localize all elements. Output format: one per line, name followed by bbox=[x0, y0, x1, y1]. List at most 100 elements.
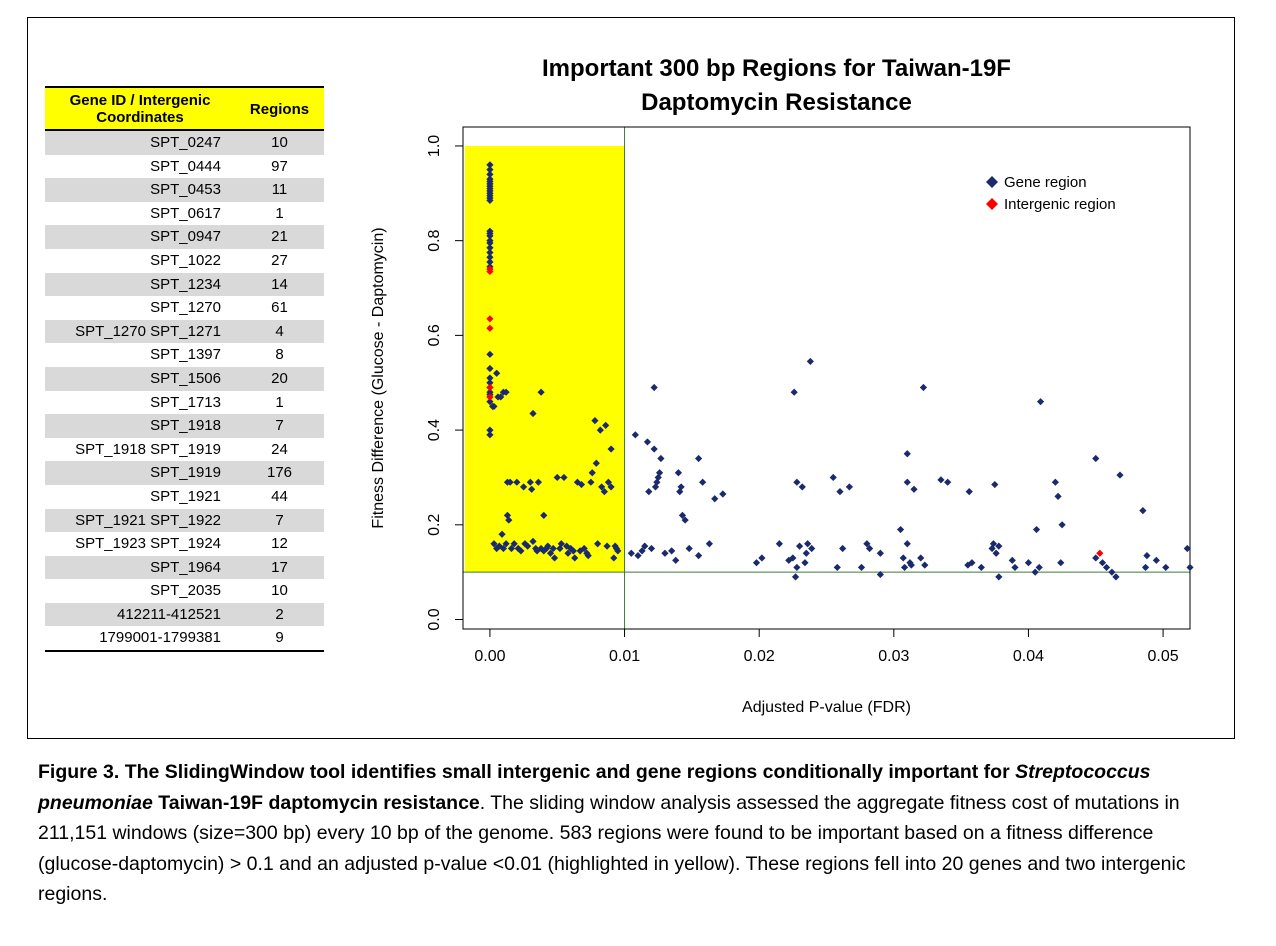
gene-region-point bbox=[699, 478, 707, 486]
gene-region-point bbox=[533, 547, 541, 555]
gene-region-point bbox=[1031, 568, 1039, 576]
gene-id-cell: 412211-412521 bbox=[45, 602, 235, 627]
table-row: SPT_0947 21 bbox=[45, 225, 324, 249]
gene-region-point bbox=[711, 495, 719, 503]
scatter-chart: Important 300 bp Regions for Taiwan-19F D… bbox=[370, 55, 1194, 716]
x-axis-label: Adjusted P-value (FDR) bbox=[742, 699, 911, 716]
gene-region-point bbox=[1024, 559, 1033, 567]
x-tick-label: 0.03 bbox=[878, 648, 909, 665]
gene-region-point bbox=[899, 554, 907, 562]
gene-region-point bbox=[519, 483, 528, 491]
gene-id-cell: SPT_0453 bbox=[45, 178, 235, 202]
gene-region-point bbox=[657, 454, 665, 463]
gene-region-point bbox=[968, 559, 976, 567]
regions-cell: 10 bbox=[235, 130, 324, 155]
table-row: 412211-412521 2 bbox=[45, 602, 324, 627]
gene-region-point bbox=[991, 480, 999, 489]
regions-cell: 2 bbox=[235, 602, 324, 627]
y-tick-label: 1.0 bbox=[426, 135, 443, 157]
gene-id-cell: SPT_1919 bbox=[45, 461, 235, 485]
gene-region-point bbox=[537, 388, 545, 396]
gene-region-point bbox=[758, 554, 766, 562]
intergenic-region-point bbox=[486, 393, 494, 401]
table-row: SPT_0453 11 bbox=[45, 178, 324, 202]
gene-region-point bbox=[1036, 398, 1045, 406]
gene-region-point bbox=[502, 540, 510, 548]
regions-cell: 14 bbox=[235, 272, 324, 297]
gene-region-point bbox=[1032, 525, 1041, 534]
gene-region-point bbox=[937, 476, 945, 484]
gene-region-point bbox=[876, 570, 884, 579]
gene-region-point bbox=[641, 542, 649, 550]
gene-region-point bbox=[661, 549, 669, 557]
table-row: SPT_1919 176 bbox=[45, 461, 324, 485]
gene-region-point bbox=[965, 488, 973, 496]
regions-cell: 20 bbox=[235, 366, 324, 391]
regions-cell: 27 bbox=[271, 251, 288, 269]
gene-region-point bbox=[833, 563, 841, 572]
gene-region-point bbox=[1162, 563, 1170, 572]
gene-region-point bbox=[1143, 551, 1151, 560]
gene-region-point bbox=[614, 547, 622, 555]
gene-id-cell: 1799001-1799381 bbox=[45, 626, 235, 653]
gene-region-point bbox=[1102, 563, 1111, 572]
gene-region-point bbox=[502, 388, 510, 396]
legend-marker bbox=[986, 198, 998, 210]
gene-id-cell: SPT_1506 bbox=[45, 366, 235, 391]
gene-id-cell: SPT_1713 bbox=[150, 393, 221, 411]
caption-bold-text-2: Taiwan-19F daptomycin resistance bbox=[152, 791, 480, 814]
regions-cell: 176 bbox=[235, 461, 324, 485]
gene-region-point bbox=[510, 540, 518, 548]
gene-region-point bbox=[1152, 556, 1160, 564]
gene-region-point bbox=[801, 559, 809, 567]
gene-region-point bbox=[678, 511, 687, 519]
gene-id-cell: SPT_0947 bbox=[45, 225, 235, 249]
gene-id-cell: SPT_0444 bbox=[150, 157, 221, 175]
gene-region-point bbox=[919, 383, 928, 392]
gene-region-point bbox=[789, 554, 797, 562]
gene-id-cell: SPT_1270 bbox=[150, 299, 221, 317]
table-header-row: Gene ID / Intergenic Coordinates Regions bbox=[45, 86, 324, 131]
gene-region-point bbox=[1108, 568, 1116, 576]
gene-region-point bbox=[977, 563, 985, 572]
gene-region-point bbox=[674, 469, 683, 477]
gene-region-point bbox=[839, 544, 847, 553]
gene-region-point bbox=[638, 547, 646, 555]
gene-regions-table: Gene ID / Intergenic Coordinates Regions… bbox=[45, 86, 324, 653]
y-tick-label: 0.2 bbox=[426, 514, 443, 536]
gene-region-point bbox=[829, 473, 837, 482]
chart-title-line: Important 300 bp Regions for Taiwan-19F bbox=[542, 55, 1011, 82]
gene-region-point bbox=[995, 573, 1003, 581]
gene-region-point bbox=[643, 438, 652, 446]
caption-species: Streptococcus pneumoniae bbox=[38, 761, 1151, 814]
regions-cell: 21 bbox=[235, 225, 324, 249]
gene-region-point bbox=[836, 488, 844, 496]
gene-id-cell: SPT_1923 SPT_1924 bbox=[75, 535, 221, 553]
gene-region-point bbox=[1098, 559, 1107, 567]
table-row: SPT_1234 14 bbox=[45, 272, 324, 297]
table-row: SPT_1918 SPT_1919 24 bbox=[45, 438, 324, 462]
gene-region-point bbox=[752, 559, 761, 567]
gene-id-cell: SPT_1918 SPT_1919 bbox=[75, 440, 221, 458]
gene-region-point bbox=[793, 478, 801, 486]
gene-region-point bbox=[490, 540, 498, 548]
gene-region-point bbox=[1011, 563, 1019, 572]
table-row: SPT_1918 7 bbox=[45, 414, 324, 438]
gene-id-cell: SPT_1270 SPT_1271 bbox=[45, 319, 235, 344]
intergenic-region-point bbox=[486, 324, 494, 332]
table-row: SPT_1921 SPT_1922 7 bbox=[45, 508, 324, 533]
gene-region-point bbox=[542, 544, 551, 553]
column-header-regions: Regions bbox=[235, 86, 324, 131]
gene-region-point bbox=[1051, 478, 1059, 486]
regions-cell: 11 bbox=[235, 178, 324, 202]
gene-region-point bbox=[1058, 521, 1066, 529]
gene-region-point bbox=[917, 554, 925, 562]
gene-region-point bbox=[857, 563, 866, 572]
gene-id-cell: SPT_1397 bbox=[150, 346, 221, 364]
chart-title-line: Daptomycin Resistance bbox=[641, 89, 912, 116]
regions-cell: 1 bbox=[275, 204, 284, 222]
regions-cell: 61 bbox=[271, 299, 288, 317]
gene-id-cell: SPT_0617 bbox=[150, 204, 221, 222]
gene-region-point bbox=[808, 544, 816, 553]
gene-region-point bbox=[676, 488, 684, 496]
